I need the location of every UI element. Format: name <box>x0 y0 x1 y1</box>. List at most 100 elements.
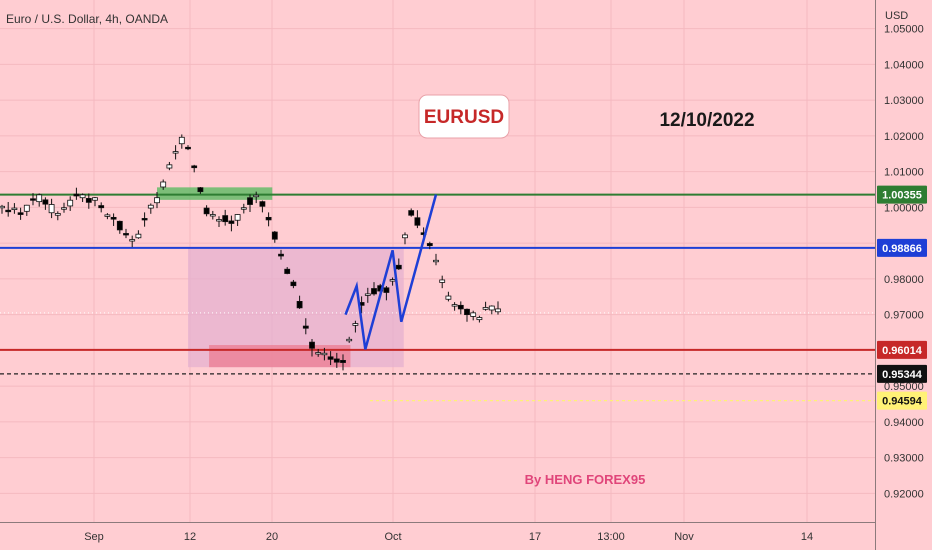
candle-body <box>389 279 396 282</box>
candle-body <box>141 218 148 221</box>
candle-body <box>333 358 340 363</box>
currency-label: USD <box>885 10 908 22</box>
candle-body <box>123 233 129 236</box>
candles <box>0 134 501 371</box>
candle-body <box>92 197 98 201</box>
candle-body <box>73 193 80 197</box>
candle-body <box>197 187 204 193</box>
candle-body <box>457 304 464 310</box>
candle-body <box>67 199 74 207</box>
green-level-label: 1.00355 <box>882 190 922 202</box>
candle-body <box>166 164 173 169</box>
pair-label-box[interactable] <box>418 94 510 139</box>
red-level-tag <box>877 340 927 359</box>
blue-level-label: 0.98866 <box>882 243 922 255</box>
candle-body <box>160 181 167 188</box>
candle-body <box>191 165 198 169</box>
candle-body <box>302 325 309 329</box>
current-price-label: 0.95344 <box>882 369 923 381</box>
candle-body <box>172 151 179 154</box>
candle-body <box>414 217 421 226</box>
projection-path[interactable] <box>344 194 438 350</box>
candle-body <box>352 323 359 326</box>
levels <box>0 193 875 402</box>
pair-label: EURUSD <box>424 107 504 128</box>
candle-body <box>228 220 235 224</box>
x-tick-label: 17 <box>529 531 541 543</box>
candle-body <box>147 204 154 209</box>
supply-zone[interactable] <box>157 187 273 200</box>
candle-body <box>476 317 483 321</box>
candle-body <box>271 231 278 240</box>
candle-body <box>23 204 30 212</box>
y-tick-label: 0.93000 <box>884 453 924 465</box>
candle-body <box>240 207 247 210</box>
x-tick-label: 12 <box>184 531 196 543</box>
time-axis[interactable]: Sep 12 20 Oct 17 13:00 Nov 14 <box>84 531 813 543</box>
candle-body <box>116 220 123 231</box>
y-tick-label: 1.03000 <box>884 95 924 107</box>
candle-body <box>110 216 117 220</box>
red-level-label: 0.96014 <box>882 345 923 357</box>
yellow-level-tag <box>877 391 927 410</box>
candle-body <box>402 234 408 239</box>
candle-body <box>445 295 452 300</box>
green-level-tag <box>877 185 927 204</box>
candle-body <box>371 288 377 295</box>
candle-body <box>36 194 43 203</box>
candle-body <box>30 198 36 201</box>
y-tick-label: 0.98000 <box>884 274 924 286</box>
candle-body <box>135 233 142 239</box>
candle-body <box>408 210 415 216</box>
candle-body <box>203 207 210 215</box>
x-tick-label: 20 <box>266 531 278 543</box>
candle-body <box>61 207 67 210</box>
candle-body <box>321 352 328 356</box>
yellow-level-label: 0.94594 <box>882 396 923 408</box>
y-tick-label: 1.02000 <box>884 131 924 143</box>
x-tick-label: 14 <box>801 531 813 543</box>
y-tick-label: 1.00000 <box>884 202 924 214</box>
candle-body <box>426 243 433 247</box>
candle-body <box>259 201 266 207</box>
candle-body <box>464 308 470 316</box>
candle-body <box>433 259 439 263</box>
candle-body <box>364 293 371 296</box>
x-tick-label: 13:00 <box>597 531 625 543</box>
candle-body <box>79 194 86 199</box>
candle-body <box>488 305 495 311</box>
candle-body <box>0 205 5 209</box>
candle-body <box>104 214 111 217</box>
x-tick-label: Oct <box>384 531 401 543</box>
date-label: 12/10/2022 <box>659 110 754 131</box>
candle-body <box>470 312 477 317</box>
candle-body <box>439 279 446 283</box>
candle-body <box>42 199 49 205</box>
y-tick-label: 1.05000 <box>884 24 924 36</box>
demand-zone[interactable] <box>209 345 351 368</box>
candle-body <box>395 264 402 270</box>
candle-body <box>247 197 253 205</box>
y-tick-label: 0.94000 <box>884 417 924 429</box>
candle-body <box>495 308 501 313</box>
blue-level-tag <box>877 238 927 257</box>
candle-body <box>17 212 24 215</box>
y-tick-label: 0.95000 <box>884 381 924 393</box>
symbol-title: Euro / U.S. Dollar, 4h, OANDA <box>6 12 168 26</box>
y-tick-label: 0.92000 <box>884 488 924 500</box>
candle-body <box>482 307 489 310</box>
candle-body <box>451 304 458 307</box>
candle-body <box>296 301 303 309</box>
candle-body <box>253 194 260 198</box>
candle-body <box>265 216 272 221</box>
candle-body <box>11 207 18 210</box>
candle-body <box>5 209 12 213</box>
candle-body <box>309 341 315 349</box>
y-tick-label: 1.01000 <box>884 167 924 179</box>
candle-body <box>278 253 284 257</box>
candle-body <box>48 204 55 214</box>
price-labels: 1.00355 0.98866 0.96014 0.95344 0.94594 <box>877 185 927 410</box>
candle-body <box>129 239 136 242</box>
